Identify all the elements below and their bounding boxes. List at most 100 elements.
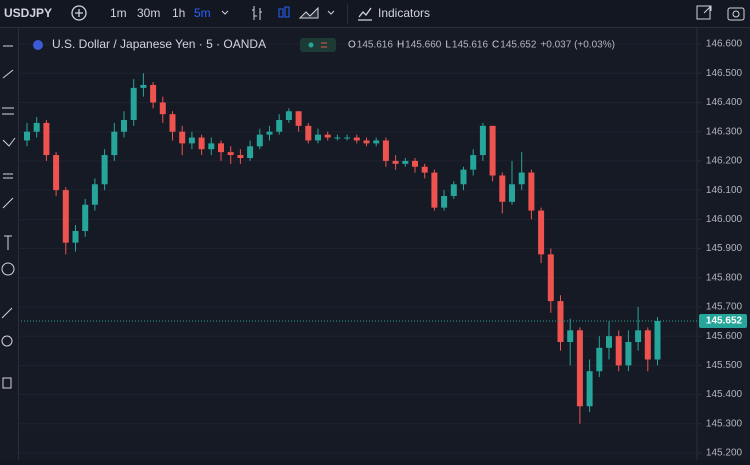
y-tick-label: 146.300 [706, 126, 743, 137]
candle-body [24, 131, 30, 141]
status-dot [308, 42, 314, 48]
grid: 146.600 146.500 146.400 146.300 146.200 146.1… [18, 39, 743, 459]
candle-body [218, 143, 224, 153]
candle-body [247, 146, 254, 158]
y-tick-label: 146.600 [706, 39, 743, 50]
candle-body [528, 172, 535, 211]
drawing-tools[interactable] [0, 28, 18, 460]
top-toolbar: USDJPY 1m 30m 1h 5m Indicators [0, 0, 750, 28]
candle-body [421, 166, 428, 173]
indicators[interactable]: Indicators [378, 6, 431, 20]
candle-body [567, 330, 574, 342]
interval[interactable]: 30m [137, 6, 161, 20]
candle-body [586, 371, 593, 407]
candle-body [140, 84, 147, 88]
ohlc-value: 145.616 [357, 40, 394, 51]
chart-type-icons[interactable] [250, 4, 340, 22]
candle-body [315, 134, 321, 141]
y-tick-label: 145.700 [706, 302, 743, 313]
chart: 146.600 146.500 146.400 146.300 146.200 146.1… [0, 28, 750, 460]
candle-body [392, 160, 399, 164]
y-tick-label: 145.500 [706, 360, 743, 371]
candle-body [460, 169, 467, 185]
candle-body [82, 204, 89, 232]
ohlc-value: 145.660 [405, 40, 442, 51]
y-tick-label: 145.400 [706, 389, 743, 400]
last-price-tag [699, 313, 747, 328]
candle-body [305, 125, 312, 141]
candle-body [62, 190, 69, 243]
candle-body [518, 172, 525, 185]
candle-body [625, 341, 632, 366]
chart-background [0, 28, 750, 460]
candle-body [237, 155, 244, 158]
candle-body [324, 134, 331, 138]
candle-body [344, 137, 351, 139]
candle-body [499, 175, 506, 202]
change: +0.037 (+0.03%) [540, 40, 615, 51]
candle-body [198, 137, 205, 150]
candle-body [635, 330, 642, 342]
candle-body [72, 231, 79, 243]
candle-body [101, 155, 108, 185]
candle-body [295, 111, 302, 126]
symbol[interactable]: USDJPY [4, 6, 53, 20]
y-tick-label: 146.200 [706, 156, 743, 167]
candle-body [334, 137, 341, 139]
candle-body [576, 330, 583, 407]
candle-body [53, 155, 60, 191]
candle-body [547, 254, 554, 302]
candle-body [538, 210, 545, 255]
y-tick-label: 146.100 [706, 185, 743, 196]
candle-body [188, 137, 195, 144]
candle-body [43, 122, 50, 156]
interval-active[interactable]: 5m [194, 6, 211, 20]
y-tick-label: 145.600 [706, 331, 743, 342]
ohlc-key: O [348, 40, 356, 51]
status-icon [321, 42, 327, 48]
candle-body [150, 84, 157, 103]
candle-body [382, 140, 389, 161]
candle-body [266, 131, 273, 135]
candle-body [654, 320, 661, 360]
candles: 145.652 [18, 73, 747, 424]
last-price-label: 145.652 [706, 316, 743, 327]
ohlc-key: C [492, 40, 499, 51]
candle-body [91, 184, 98, 205]
candle-body [489, 125, 496, 176]
y-tick-label: 146.000 [706, 214, 743, 225]
candle-body [130, 87, 137, 121]
candle-body [450, 184, 457, 196]
candle-body [353, 137, 360, 141]
candle-body [441, 195, 448, 208]
candle-body [33, 122, 40, 132]
right-icons[interactable] [695, 4, 750, 22]
candle-body [644, 330, 651, 360]
y-tick-label: 145.800 [706, 272, 743, 283]
interval[interactable]: 1h [172, 6, 186, 20]
ohlc-key: H [397, 40, 404, 51]
y-tick-label: 146.400 [706, 97, 743, 108]
interval[interactable]: 1m [110, 6, 127, 20]
candle-body [606, 336, 612, 348]
status-badge [300, 38, 336, 52]
candle-body [169, 114, 176, 132]
candle-body [479, 125, 486, 156]
indicators-icon[interactable] [356, 4, 374, 22]
separator [347, 4, 348, 24]
ohlc-value: 145.652 [500, 40, 537, 51]
candle-body [596, 347, 603, 372]
candle-body [557, 301, 564, 342]
interval-menu[interactable] [220, 8, 230, 18]
candle-body [509, 184, 515, 202]
candle-body [402, 160, 409, 164]
candle-body [431, 172, 438, 208]
add-symbol[interactable] [70, 4, 88, 22]
y-tick-label: 145.200 [706, 448, 743, 459]
candle-body [227, 152, 234, 156]
ohlc-legend: O 145.616 H 145.660 L 145.616 C 145.652 +0.037 (… [348, 40, 615, 51]
candle-body [363, 140, 370, 144]
candle-body [412, 160, 418, 167]
y-tick-label: 146.500 [706, 68, 743, 79]
